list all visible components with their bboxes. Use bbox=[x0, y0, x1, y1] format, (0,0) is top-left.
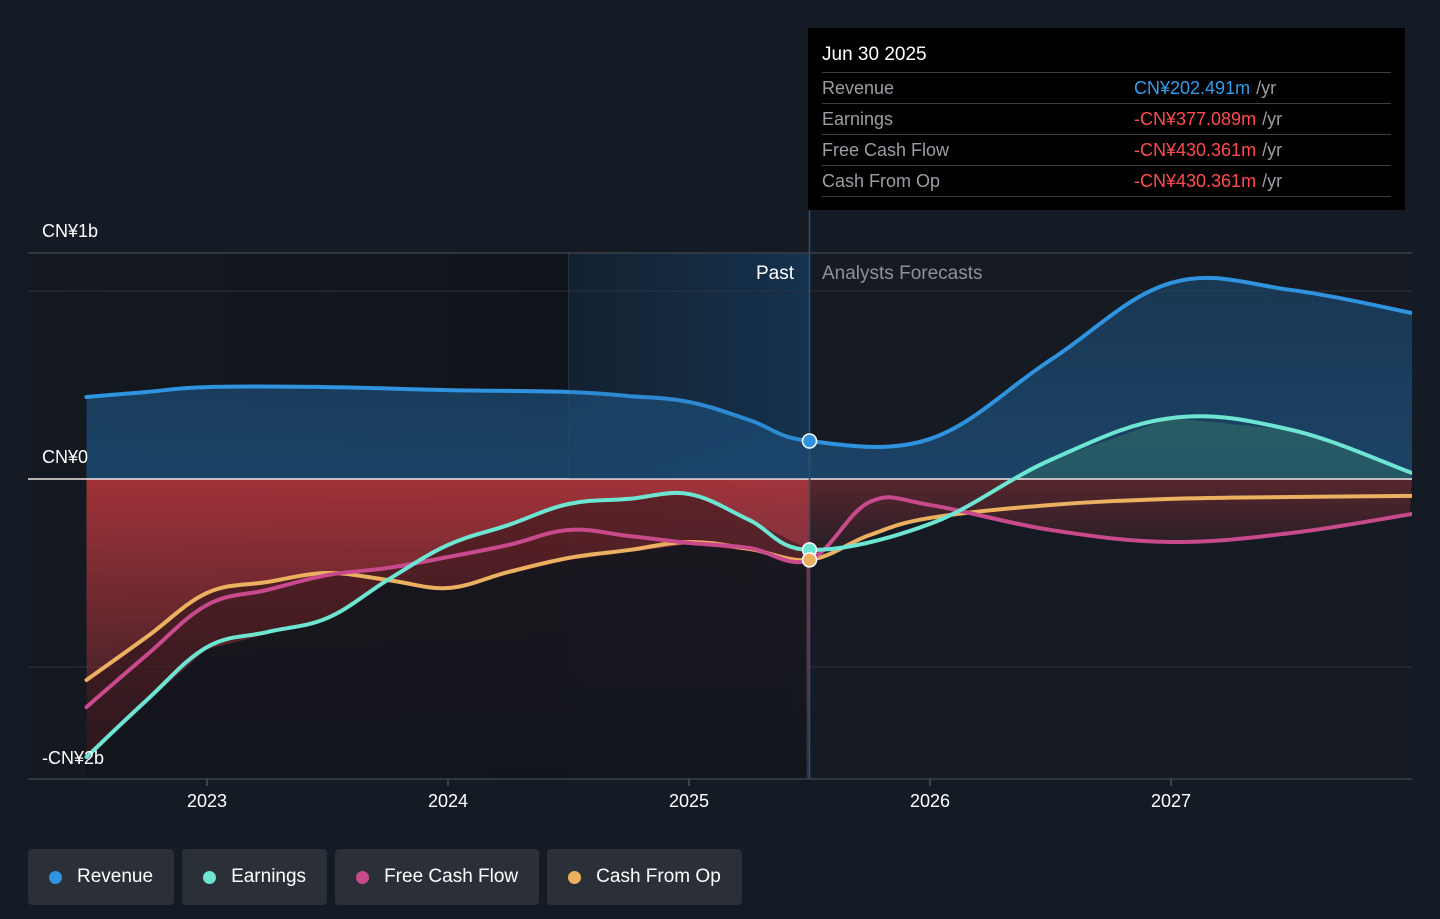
tooltip-label: Earnings bbox=[822, 109, 894, 129]
legend-label: Free Cash Flow bbox=[384, 866, 519, 887]
tooltip-unit: /yr bbox=[1262, 171, 1283, 191]
tooltip-unit: /yr bbox=[1256, 78, 1277, 98]
highlight-overlay bbox=[568, 253, 810, 479]
tooltip-label: Cash From Op bbox=[822, 171, 941, 191]
tooltip-row-revenue: Revenue CN¥202.491m /yr bbox=[822, 73, 1391, 104]
series-lines bbox=[84, 275, 1412, 760]
tooltip-value: CN¥202.491m bbox=[1134, 78, 1251, 98]
cash-from-op-line bbox=[84, 493, 1412, 682]
tooltip-value: -CN¥430.361m bbox=[1134, 171, 1257, 191]
legend-label: Cash From Op bbox=[596, 866, 721, 887]
earnings-line-past bbox=[84, 490, 810, 760]
x-tick-label: 2023 bbox=[186, 791, 228, 811]
past-label: Past bbox=[755, 263, 794, 284]
x-tick-label: 2024 bbox=[427, 791, 469, 811]
hover-tooltip: Jun 30 2025 Revenue CN¥202.491m /yr Earn… bbox=[808, 28, 1405, 210]
revenue-dot-icon bbox=[49, 870, 62, 884]
tooltip-value: -CN¥377.089m bbox=[1134, 109, 1257, 129]
legend-item-revenue[interactable]: Revenue bbox=[28, 849, 175, 905]
y-tick-label: CN¥0 bbox=[42, 447, 89, 467]
negative-area-past bbox=[86, 479, 810, 779]
cash-from-op-hover-marker bbox=[801, 552, 818, 568]
legend-label: Revenue bbox=[77, 866, 154, 887]
y-tick-label: -CN¥2b bbox=[42, 748, 105, 768]
tooltip-unit: /yr bbox=[1262, 109, 1283, 129]
x-tick-label: 2027 bbox=[1150, 791, 1192, 811]
legend-item-cash-from-op[interactable]: Cash From Op bbox=[547, 849, 742, 905]
negative-area-lower-mask bbox=[86, 544, 807, 779]
tooltip-row-earnings: Earnings -CN¥377.089m /yr bbox=[822, 104, 1391, 135]
fill-group bbox=[86, 277, 1412, 779]
free-cash-flow-dot-icon bbox=[356, 870, 370, 884]
x-tick-label: 2026 bbox=[909, 791, 951, 811]
y-tick-label: CN¥1b bbox=[42, 221, 99, 241]
tooltip-row-cash-from-op: Cash From Op -CN¥430.361m /yr bbox=[822, 166, 1391, 197]
legend: Revenue Earnings Free Cash Flow Cash Fro… bbox=[28, 849, 742, 905]
cash-from-op-dot-icon bbox=[568, 870, 582, 884]
legend-item-free-cash-flow[interactable]: Free Cash Flow bbox=[335, 849, 540, 905]
revenue-area bbox=[86, 277, 1412, 479]
earnings-line-forecast bbox=[809, 414, 1412, 552]
earnings-positive-area bbox=[809, 418, 1412, 479]
earnings-line bbox=[84, 490, 810, 760]
earnings-line bbox=[809, 414, 1412, 552]
x-tick-label: 2025 bbox=[668, 791, 710, 811]
legend-label: Earnings bbox=[231, 866, 307, 887]
earnings-dot-icon bbox=[203, 870, 217, 884]
revenue-hover-marker bbox=[801, 433, 818, 449]
tooltip-value: -CN¥430.361m bbox=[1134, 140, 1257, 160]
revenue-line bbox=[84, 275, 1412, 449]
tooltip-unit: /yr bbox=[1262, 140, 1283, 160]
free-cash-flow-line bbox=[84, 495, 1412, 710]
forecast-label: Analysts Forecasts bbox=[822, 263, 983, 284]
tooltip-label: Revenue bbox=[822, 78, 895, 98]
tooltip-row-free-cash-flow: Free Cash Flow -CN¥430.361m /yr bbox=[822, 135, 1391, 166]
tooltip-label: Free Cash Flow bbox=[822, 140, 950, 160]
tooltip-date: Jun 30 2025 bbox=[822, 42, 1391, 73]
legend-item-earnings[interactable]: Earnings bbox=[182, 849, 328, 905]
